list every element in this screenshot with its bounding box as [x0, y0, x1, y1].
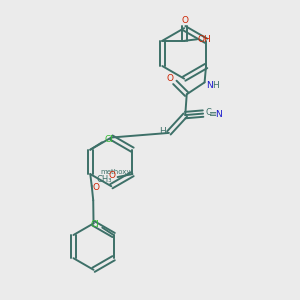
- Text: ≡: ≡: [209, 109, 217, 119]
- Text: O: O: [93, 183, 100, 192]
- Text: H: H: [159, 127, 166, 136]
- Text: Cl: Cl: [104, 135, 113, 144]
- Text: N: N: [215, 110, 222, 119]
- Text: Cl: Cl: [91, 220, 100, 229]
- Text: C: C: [206, 109, 212, 118]
- Text: O: O: [109, 171, 116, 180]
- Text: methoxy: methoxy: [101, 169, 131, 175]
- Text: CH₃: CH₃: [97, 175, 112, 184]
- Text: O: O: [166, 74, 173, 83]
- Text: H: H: [212, 81, 219, 90]
- Text: N: N: [206, 81, 213, 90]
- Text: O: O: [181, 16, 188, 25]
- Text: OH: OH: [198, 35, 212, 44]
